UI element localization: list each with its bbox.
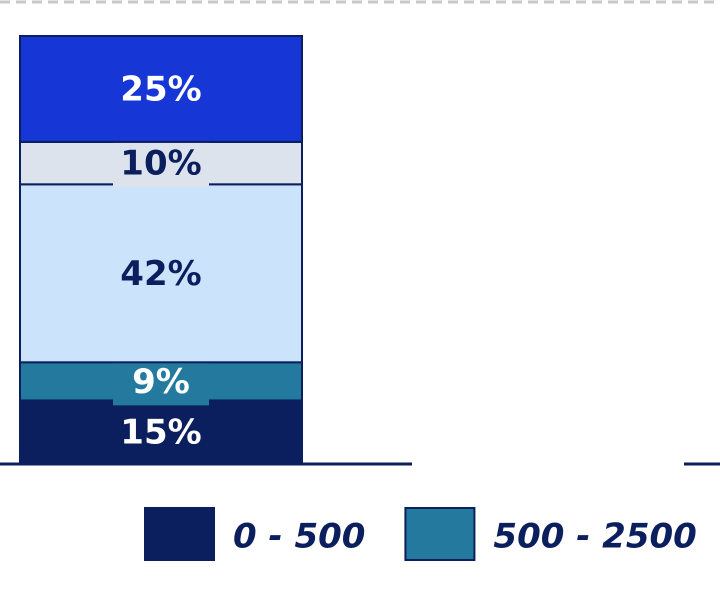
value-label: 9% [132, 362, 190, 402]
legend-swatch [144, 507, 215, 561]
value-label: 25% [120, 69, 201, 109]
bar-segment [19, 183, 303, 364]
label-box [113, 139, 209, 188]
legend-swatch [404, 507, 476, 561]
value-label: 15% [120, 413, 201, 453]
value-label: 10% [120, 144, 201, 184]
legend-label: 0 - 500 [233, 517, 365, 557]
legend-label: 500 - 2500 [493, 517, 696, 557]
bar-segment [19, 399, 303, 465]
value-label: 42% [120, 254, 201, 294]
bar-segment [19, 35, 303, 143]
label-box [113, 357, 209, 406]
